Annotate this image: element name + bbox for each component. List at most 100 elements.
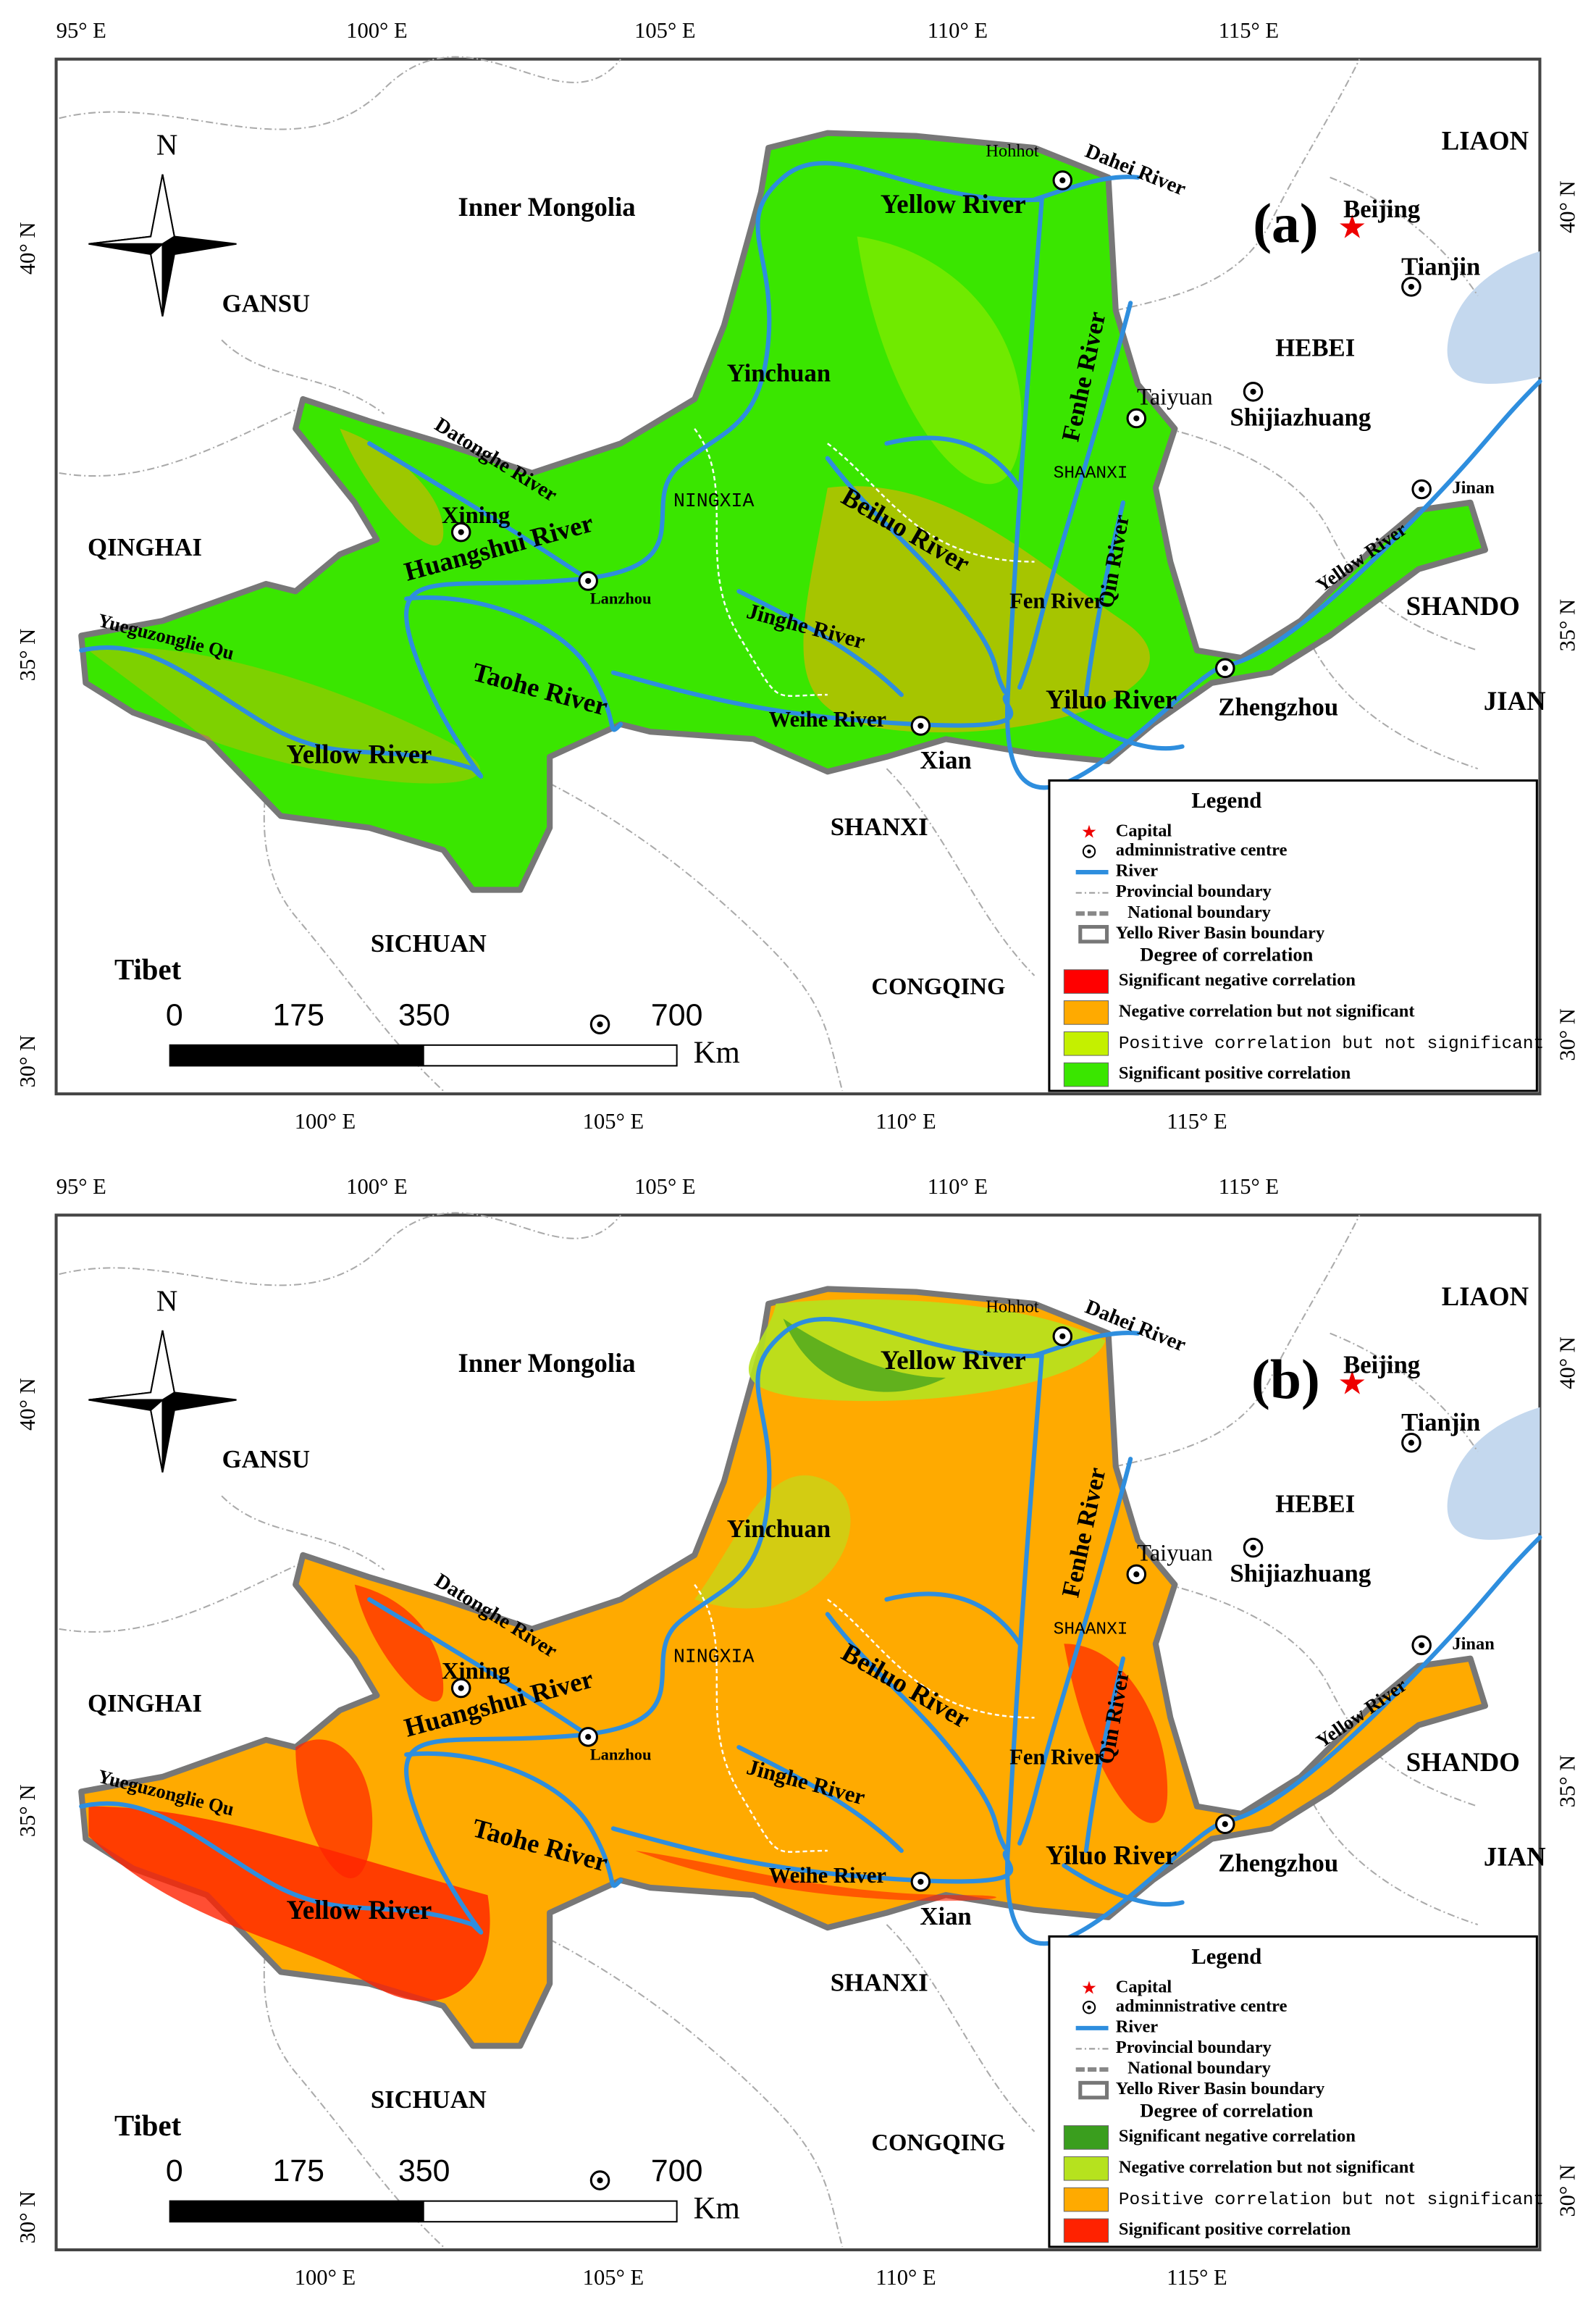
admin-centre-dot bbox=[1419, 1642, 1425, 1649]
scale-bar-fill bbox=[169, 2201, 424, 2222]
place-label: SHAANXI bbox=[1054, 1620, 1128, 1639]
scale-unit: Km bbox=[694, 2192, 740, 2226]
sea bbox=[1447, 251, 1540, 384]
place-label: SHANDO bbox=[1406, 591, 1520, 621]
legend-item: Capital bbox=[1116, 821, 1172, 841]
river bbox=[1017, 301, 1133, 690]
scale-tick: 700 bbox=[651, 2154, 702, 2188]
place-label: Tianjin bbox=[1401, 1408, 1480, 1436]
place-label: Lanzhou bbox=[590, 1746, 652, 1764]
place-label: LIAON bbox=[1442, 125, 1529, 155]
panel-tag: (a) bbox=[1253, 192, 1318, 254]
place-label: Tibet bbox=[114, 2109, 182, 2142]
scale-tick: 350 bbox=[398, 2154, 450, 2188]
admin-centre-dot bbox=[1222, 1821, 1228, 1828]
river bbox=[79, 1316, 1542, 1946]
lon-label: 95° E bbox=[56, 1174, 106, 1199]
admin-centre-dot bbox=[917, 722, 924, 729]
correlation-area bbox=[1064, 1644, 1168, 1823]
legend-centre-dot bbox=[1087, 2005, 1091, 2009]
place-label: Zhengzhou bbox=[1218, 693, 1338, 721]
river-label: Fen River bbox=[1009, 1744, 1104, 1769]
legend-subtitle: Degree of correlation bbox=[1140, 2099, 1313, 2121]
admin-centre-dot bbox=[585, 577, 592, 585]
place-label: SICHUAN bbox=[371, 2085, 487, 2114]
legend-box bbox=[1048, 779, 1538, 1092]
lat-label: 30° N bbox=[15, 1035, 40, 1088]
place-label: Xian bbox=[920, 746, 971, 774]
compass-light bbox=[88, 1330, 175, 1473]
place-label: QINGHAI bbox=[88, 533, 202, 561]
place-label: Jinan bbox=[1452, 1634, 1495, 1654]
legend-item: adminnistrative centre bbox=[1116, 840, 1288, 860]
river bbox=[736, 589, 904, 698]
lon-label: 115° E bbox=[1167, 1109, 1227, 1134]
ningxia-boundary bbox=[694, 428, 1035, 697]
river bbox=[367, 1597, 587, 1735]
admin-centre-dot bbox=[1250, 388, 1256, 395]
legend-item: Provincial boundary bbox=[1116, 2038, 1272, 2057]
correlation-area bbox=[803, 486, 1150, 733]
legend-class: Significant negative correlation bbox=[1119, 2127, 1356, 2146]
river-label: Yellow River bbox=[286, 1895, 432, 1925]
place-label: Taiyuan bbox=[1137, 1540, 1213, 1566]
legend-item: Capital bbox=[1116, 1977, 1172, 1996]
map-panel: 95° E 100° E 105° E 110° E 115° E 100° E 105° … bbox=[15, 1174, 1579, 2290]
lon-label: 100° E bbox=[346, 18, 408, 43]
sea bbox=[1447, 1407, 1540, 1540]
river bbox=[1017, 1457, 1133, 1846]
lon-label: 110° E bbox=[928, 18, 988, 43]
place-label: SHANXI bbox=[831, 813, 928, 841]
lon-label: 105° E bbox=[634, 1174, 696, 1199]
place-label: Xining bbox=[442, 1659, 510, 1685]
river-label: Fen River bbox=[1009, 589, 1104, 614]
capital-star: ★ bbox=[1337, 1365, 1366, 1401]
legend-class: Significant positive correlation bbox=[1119, 1063, 1351, 1083]
river-label: Yellow River bbox=[286, 739, 432, 769]
river bbox=[884, 1591, 1022, 1646]
provincial-boundary bbox=[1115, 1215, 1361, 1468]
map-panel: 95° E 100° E 105° E 110° E 115° E 100° E 105° … bbox=[15, 18, 1579, 1134]
legend-swatch bbox=[1063, 969, 1109, 994]
scale-tick: 0 bbox=[166, 997, 183, 1032]
lat-label: 35° N bbox=[1555, 1755, 1579, 1808]
river bbox=[1062, 707, 1185, 751]
legend-basin bbox=[1078, 924, 1109, 944]
legend-item: Yello River Basin boundary bbox=[1116, 2079, 1324, 2098]
admin-centre-dot bbox=[1408, 283, 1414, 290]
admin-centre-dot bbox=[1408, 1439, 1414, 1446]
place-label: Yinchuan bbox=[727, 1515, 831, 1543]
lat-label: 30° N bbox=[1555, 2164, 1579, 2217]
correlation-area bbox=[354, 1584, 444, 1702]
lat-label: 35° N bbox=[15, 629, 40, 682]
provincial-boundary bbox=[886, 768, 1036, 976]
place-label: GANSU bbox=[222, 289, 310, 317]
place-label: JIAN bbox=[1484, 1842, 1546, 1872]
legend-item: Yello River Basin boundary bbox=[1116, 923, 1324, 942]
place-label: JIAN bbox=[1484, 686, 1546, 716]
admin-centre-dot bbox=[1222, 665, 1228, 671]
correlation-area bbox=[340, 428, 444, 546]
admin-centre-dot bbox=[1419, 486, 1425, 493]
legend-item: River bbox=[1116, 2017, 1159, 2037]
legend-centre-dot bbox=[1087, 849, 1091, 854]
legend-title: Legend bbox=[1191, 788, 1261, 813]
admin-centre-dot bbox=[1133, 1571, 1140, 1578]
place-label: CONGQING bbox=[871, 2130, 1005, 2156]
place-label: HEBEI bbox=[1275, 334, 1355, 362]
place-label: LIAON bbox=[1442, 1281, 1529, 1311]
river bbox=[404, 595, 623, 732]
place-label: Taiyuan bbox=[1137, 384, 1213, 410]
river bbox=[1083, 500, 1126, 698]
scale-tick: 350 bbox=[398, 997, 450, 1032]
place-label: Shijiazhuang bbox=[1230, 403, 1371, 432]
provincial-boundary bbox=[1330, 1332, 1479, 1452]
place-label: Jinan bbox=[1452, 478, 1495, 498]
lon-label: 105° E bbox=[583, 1109, 644, 1134]
provincial-boundary bbox=[886, 1924, 1036, 2132]
admin-centre-dot bbox=[1059, 177, 1066, 184]
place-label: Tianjin bbox=[1401, 252, 1480, 280]
